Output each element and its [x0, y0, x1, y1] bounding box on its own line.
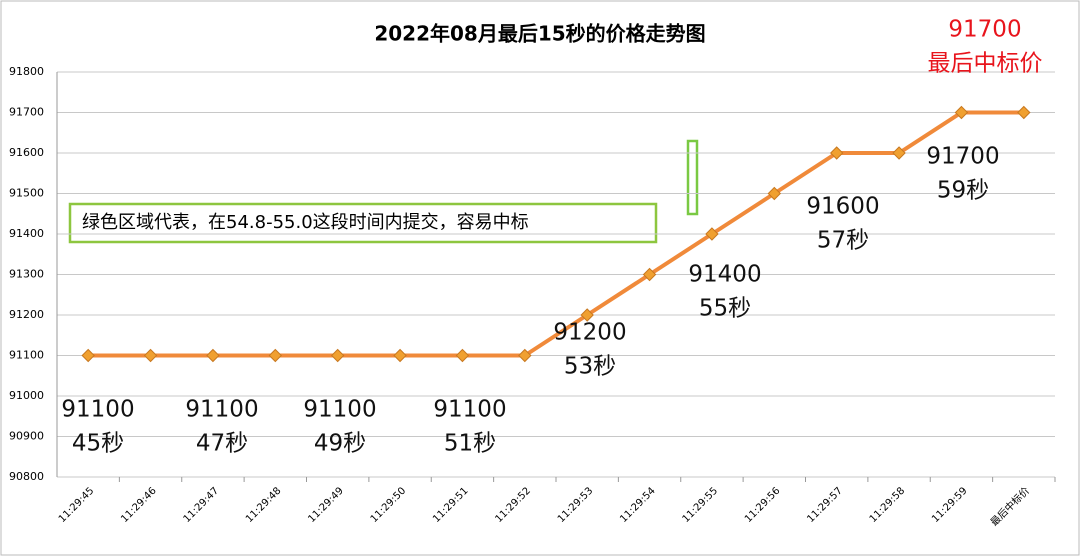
- point-marker: [455, 348, 470, 363]
- annotation: 91100: [61, 397, 134, 423]
- green-zone: [686, 139, 699, 216]
- annotation: 45秒: [72, 431, 124, 457]
- annotation: 91600: [806, 194, 879, 220]
- annotation: 51秒: [444, 431, 496, 457]
- annotation: 91700: [926, 144, 999, 170]
- annotation: 59秒: [937, 178, 989, 204]
- point-marker: [143, 348, 158, 363]
- y-tick-label: 90900: [9, 430, 44, 443]
- annotation: 91400: [688, 262, 761, 288]
- annotation: 91100: [185, 397, 258, 423]
- annotation: 91700: [948, 17, 1021, 43]
- point-marker: [829, 146, 844, 160]
- note-box: [68, 202, 658, 244]
- y-tick-label: 91500: [9, 187, 44, 200]
- y-tick-label: 91400: [9, 227, 44, 240]
- annotation: 47秒: [196, 431, 248, 457]
- point-marker: [393, 348, 407, 363]
- series-line: [88, 110, 1024, 358]
- annotation: 最后中标价: [928, 51, 1043, 77]
- point-marker: [81, 348, 95, 363]
- point-marker: [268, 348, 283, 363]
- point-marker: [206, 348, 220, 363]
- point-marker: [705, 227, 719, 241]
- note-text: 绿色区域代表，在54.8-55.0这段时间内提交，容易中标: [82, 212, 529, 233]
- annotation: 91100: [303, 397, 376, 423]
- point-marker: [580, 308, 594, 322]
- y-tick-label: 91700: [9, 106, 44, 119]
- y-tick-label: 91200: [9, 308, 44, 321]
- point-marker: [642, 267, 657, 282]
- y-tick-label: 91600: [9, 146, 44, 159]
- annotation: 49秒: [314, 431, 366, 457]
- y-tick-label: 90800: [9, 470, 44, 483]
- y-tick-label: 91000: [9, 389, 44, 402]
- point-marker: [1017, 105, 1031, 120]
- point-marker: [518, 348, 532, 363]
- y-tick-label: 91800: [9, 65, 44, 78]
- annotation: 57秒: [817, 228, 869, 254]
- point-marker: [330, 348, 345, 363]
- annotation: 55秒: [699, 296, 751, 322]
- y-tick-label: 91100: [9, 349, 44, 362]
- point-marker: [892, 146, 906, 160]
- y-tick-label: 91300: [9, 268, 44, 281]
- point-marker: [954, 105, 969, 120]
- chart-title: 2022年08月最后15秒的价格走势图: [374, 22, 705, 46]
- annotation: 53秒: [564, 354, 616, 380]
- annotation: 91100: [433, 397, 506, 423]
- point-marker: [767, 186, 782, 201]
- annotation: 91200: [553, 320, 626, 346]
